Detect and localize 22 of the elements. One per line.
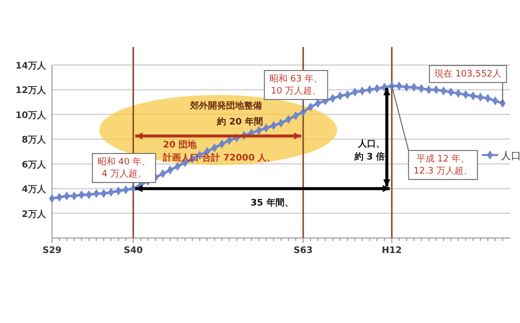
y-tick-label: 2万人 — [22, 208, 47, 220]
annotation: 約 3 倍 — [353, 152, 385, 162]
annotation: 昭和 40 年、 4 万人超、 — [97, 156, 151, 180]
x-tick-label: S63 — [294, 246, 313, 256]
annotation: 郊外開発団地整備 — [189, 100, 262, 112]
annotation: 人口、 — [357, 138, 385, 150]
legend-label: 人口 — [501, 151, 520, 162]
y-tick-label: 4万人 — [22, 184, 47, 196]
annotation: 昭和 63 年、 10 万人超、 — [269, 74, 323, 96]
y-tick-label: 12万人 — [15, 85, 47, 96]
x-tick-label: S29 — [42, 246, 62, 256]
y-tick-label: 14万人 — [15, 60, 47, 72]
annotation: 現在 103,552人 — [434, 68, 502, 80]
x-tick-label: S40 — [124, 246, 143, 256]
annotation: 平成 12 年、 12.3 万人超、 — [414, 154, 472, 176]
x-tick-label: H12 — [382, 246, 402, 256]
annotation: 20 団地 — [163, 140, 198, 150]
y-tick-label: 8万人 — [22, 134, 47, 146]
y-tick-label: 6万人 — [22, 159, 47, 170]
annotation: 約 20 年間 — [216, 116, 263, 128]
annotation: 35 年間、 — [250, 198, 294, 208]
y-tick-label: 10万人 — [15, 110, 47, 121]
